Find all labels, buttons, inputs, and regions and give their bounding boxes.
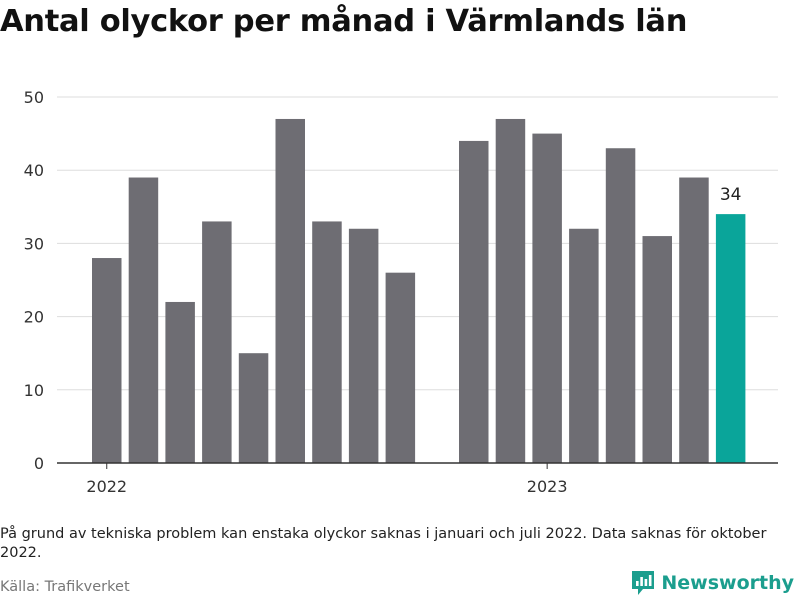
bar — [495, 118, 526, 464]
brand-logo: Newsworthy — [631, 570, 794, 596]
bar — [312, 221, 342, 463]
x-axis: 2022 2023 — [57, 462, 778, 496]
x-tick-label: 2023 — [527, 477, 568, 496]
bar — [532, 133, 562, 463]
bars — [92, 118, 746, 464]
bar — [238, 353, 269, 463]
y-axis-ticks: 0 10 20 30 40 50 — [24, 88, 44, 473]
brand-name: Newsworthy — [661, 572, 794, 594]
bar — [275, 118, 305, 464]
data-label: 34 — [720, 185, 742, 205]
bar — [202, 221, 232, 463]
y-tick-label: 50 — [24, 88, 44, 107]
bar — [348, 228, 379, 463]
bar — [92, 258, 122, 463]
source-text: Källa: Trafikverket — [0, 579, 130, 595]
bar — [385, 272, 416, 463]
y-tick-label: 20 — [24, 308, 44, 327]
y-tick-label: 30 — [24, 234, 44, 253]
bar — [165, 301, 195, 463]
x-tick-label: 2022 — [86, 477, 127, 496]
y-tick-label: 10 — [24, 381, 44, 400]
bar-chart: 0 10 20 30 40 50 34 2022 2023 — [24, 88, 778, 496]
bar — [459, 140, 489, 464]
bar — [679, 177, 709, 463]
chart-title: Antal olyckor per månad i Värmlands län — [0, 4, 688, 39]
y-tick-label: 0 — [34, 454, 44, 473]
y-tick-label: 40 — [24, 161, 44, 180]
newsworthy-logo-icon — [632, 571, 655, 595]
data-labels: 34 — [720, 185, 742, 205]
bar-highlight — [715, 214, 746, 463]
footnote: På grund av tekniska problem kan enstaka… — [0, 526, 767, 561]
bar — [605, 148, 636, 464]
bar — [569, 228, 599, 463]
bar — [642, 236, 672, 463]
bar — [128, 177, 159, 463]
